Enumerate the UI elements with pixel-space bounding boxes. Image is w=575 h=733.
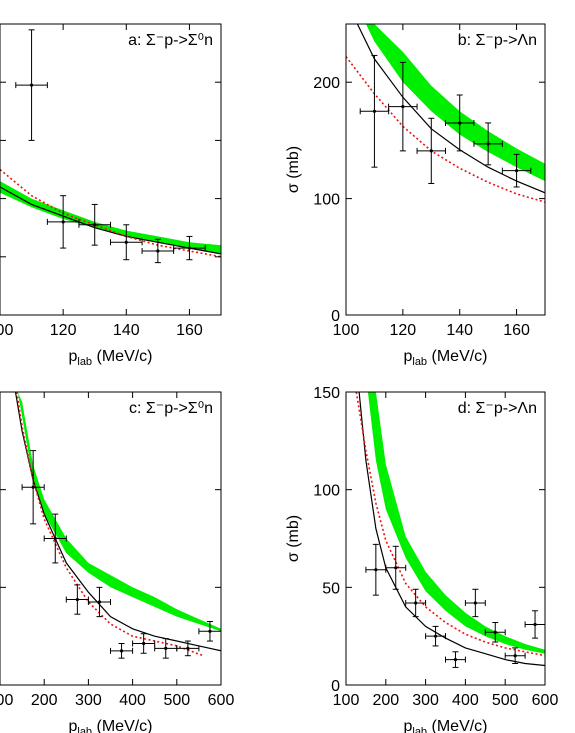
x-axis-label: plab (MeV/c): [403, 718, 487, 733]
data-point-c-8: [198, 621, 221, 642]
data-point-d-4: [445, 651, 466, 668]
x-tick-label: 160: [176, 322, 203, 339]
data-point-c-2: [65, 584, 89, 615]
data-point-a-0: [15, 29, 48, 141]
x-tick-label: 100: [0, 692, 13, 709]
y-tick-label: 0: [331, 678, 340, 695]
x-tick-label: 100: [0, 322, 13, 339]
x-tick-label: 500: [163, 692, 190, 709]
data-point-a-5: [173, 235, 206, 261]
plot-area-d: [355, 392, 545, 668]
data-point-c-7: [176, 640, 200, 657]
data-point-b-2: [416, 117, 446, 184]
data-point-d-5: [464, 588, 486, 618]
x-tick-label: 140: [113, 322, 140, 339]
x-tick-label: 600: [532, 692, 559, 709]
y-tick-label: 0: [331, 308, 340, 325]
solid-curve-a: [0, 186, 221, 255]
x-tick-label: 400: [119, 692, 146, 709]
panel-d: 100 200 300 400 500 600 0 50 100 150 plab (MeV/c) σ…: [285, 385, 558, 733]
data-point-d-6: [484, 621, 506, 643]
x-tick-label: 500: [492, 692, 519, 709]
data-point-c-0: [21, 450, 45, 525]
data-point-b-1: [388, 61, 418, 152]
band-d: [367, 392, 545, 654]
data-point-d-1: [385, 545, 407, 590]
data-point-d-8: [524, 610, 545, 639]
panel-label-a: a: Σ⁻p->Σ⁰n: [128, 32, 213, 49]
dotted-curve-b: [346, 56, 545, 203]
panel-label-d: d: Σ⁻p->Λn: [458, 400, 537, 417]
band-c: [17, 392, 221, 632]
data-point-c-5: [132, 633, 156, 654]
y-axis-label: σ (mb): [285, 146, 302, 193]
panel-a: 100120140160020406080100plab (MeV/c)a: Σ…: [0, 23, 222, 368]
data-point-a-1: [46, 195, 80, 249]
frame-b: [345, 23, 546, 316]
x-tick-label: 200: [31, 692, 58, 709]
y-tick-label: 100: [313, 192, 340, 209]
data-point-d-3: [425, 625, 446, 647]
frame-d: [345, 391, 546, 686]
x-tick-label: 140: [446, 322, 473, 339]
plot-area-c: [14, 392, 221, 659]
x-tick-label: 100: [333, 322, 360, 339]
y-tick-label: 200: [313, 75, 340, 92]
solid-curve-b: [356, 24, 545, 194]
dotted-curve-c: [16, 392, 204, 657]
dotted-curve-a: [0, 168, 221, 258]
dotted-curve-d: [355, 392, 545, 657]
data-point-d-7: [504, 647, 526, 665]
data-point-c-3: [87, 586, 111, 618]
x-tick-label: 300: [412, 692, 439, 709]
x-tick-label: 120: [390, 322, 417, 339]
x-tick-label: 300: [75, 692, 102, 709]
band-a: [0, 181, 221, 254]
data-point-d-2: [405, 588, 427, 618]
plot-area-b: [346, 24, 545, 203]
x-tick-label: 100: [333, 692, 360, 709]
y-tick-label: 100: [313, 483, 340, 500]
y-tick-label: 150: [313, 385, 340, 402]
panel-label-c: c: Σ⁻p->Σ⁰n: [129, 400, 213, 417]
panel-c: 1002003004005006000204060plab (MeV/c)c: …: [0, 391, 235, 733]
x-axis-label: plab (MeV/c): [68, 348, 152, 368]
data-point-a-2: [78, 203, 111, 246]
data-point-b-4: [473, 122, 503, 166]
data-point-a-3: [110, 224, 143, 261]
x-tick-label: 120: [50, 322, 77, 339]
x-tick-label: 160: [503, 322, 530, 339]
data-point-c-4: [110, 642, 134, 659]
x-tick-label: 200: [372, 692, 399, 709]
x-tick-label: 600: [208, 692, 235, 709]
y-tick-label: 50: [322, 580, 340, 597]
data-point-c-1: [43, 513, 67, 564]
x-axis-label: plab (MeV/c): [403, 348, 487, 368]
solid-curve-d: [358, 392, 545, 667]
y-axis-label: σ (mb): [285, 515, 302, 562]
data-point-d-0: [365, 543, 387, 596]
plot-area-a: [0, 29, 221, 264]
data-point-b-5: [501, 153, 532, 188]
data-point-b-3: [445, 94, 475, 152]
band-b: [365, 24, 545, 182]
solid-curve-c: [14, 392, 221, 652]
data-point-a-4: [141, 238, 175, 264]
panel-label-b: b: Σ⁻p->Λn: [458, 32, 537, 49]
frame-c: [0, 391, 222, 686]
data-point-c-6: [154, 638, 178, 659]
x-tick-label: 400: [452, 692, 479, 709]
x-axis-label: plab (MeV/c): [68, 718, 152, 733]
frame-a: [0, 23, 222, 316]
